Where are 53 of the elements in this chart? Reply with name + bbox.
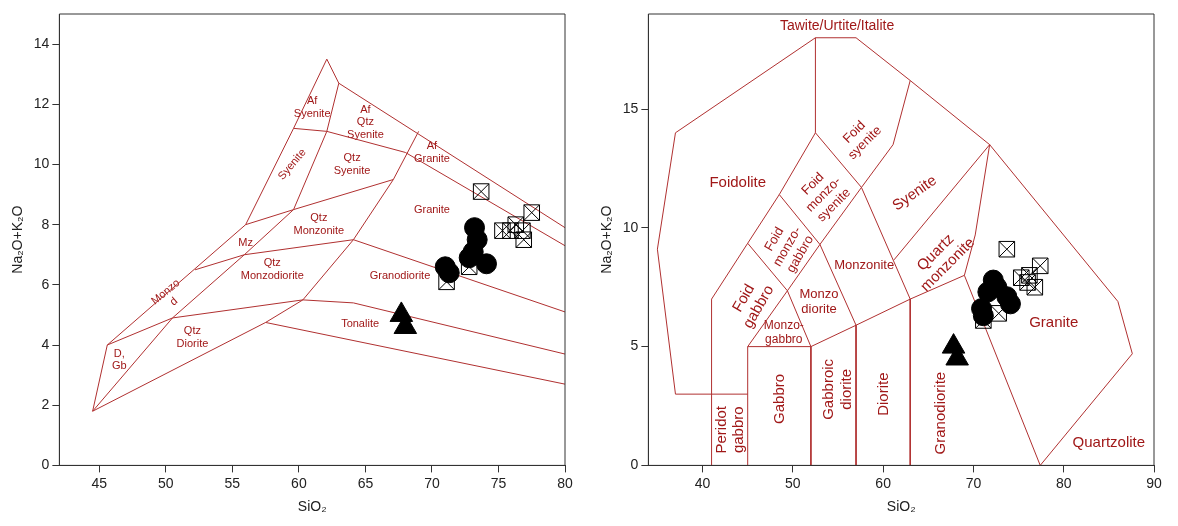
y-tick-label: 0 (41, 456, 50, 473)
annotation: Af Qtz Syenite (347, 102, 384, 141)
annotation: D, Gb (111, 346, 127, 372)
annotation: Mz (238, 235, 253, 248)
x-tick-label: 75 (490, 474, 507, 491)
annotation: Tonalite (341, 316, 380, 329)
annotation: Monzonite (834, 257, 895, 273)
y-tick-label: 10 (33, 155, 50, 172)
annotation: Gabbroic diorite (819, 358, 854, 420)
annotation: Tawite/Urtite/Italite (779, 16, 895, 33)
annotation: Qtz Monzodiorite (240, 256, 304, 282)
y-tick-label: 2 (41, 396, 50, 413)
x-tick-label: 80 (557, 474, 573, 491)
x-tick-label: 60 (875, 474, 892, 491)
x-tick-label: 90 (1146, 474, 1162, 491)
annotation: Qtz Syenite (333, 151, 371, 176)
y-tick-label: 6 (41, 275, 50, 292)
annotation: Af Granite (413, 139, 450, 164)
y-axis-title: Na₂O+K₂O (598, 205, 615, 274)
y-tick-label: 10 (622, 218, 639, 235)
y-tick-label: 12 (33, 95, 50, 112)
annotation: Qtz Diorite (176, 324, 209, 349)
x-tick-label: 45 (91, 474, 108, 491)
annotation: Monzo diorite (799, 285, 839, 316)
y-axis-title: Na₂O+K₂O (9, 205, 26, 274)
x-tick-label: 55 (224, 474, 241, 491)
annotation: Granodiorite (369, 268, 431, 281)
annotation: Af Syenite (293, 94, 331, 119)
annotation: Granite (413, 202, 450, 215)
annotation: Gabbro (770, 373, 788, 424)
y-tick-label: 15 (622, 99, 639, 116)
x-tick-label: 40 (694, 474, 711, 491)
y-tick-label: 0 (630, 456, 639, 473)
annotation: Granite (1029, 312, 1079, 330)
x-tick-label: 50 (785, 474, 801, 491)
x-axis-title: SiO₂ (886, 498, 916, 515)
y-tick-label: 14 (33, 34, 50, 51)
x-tick-label: 70 (424, 474, 440, 491)
annotation: Foidolite (709, 172, 767, 190)
y-tick-label: 8 (41, 215, 50, 232)
y-tick-label: 5 (630, 337, 639, 354)
annotation: Diorite (874, 372, 892, 416)
x-tick-label: 70 (965, 474, 982, 491)
annotation: Qtz Monzonite (293, 211, 345, 237)
annotation: Granodiorite (931, 371, 949, 455)
x-tick-label: 60 (291, 474, 307, 491)
annotation: Quartzolite (1072, 432, 1146, 450)
annotation: Peridot gabbro (712, 405, 747, 454)
x-axis-title: SiO₂ (297, 498, 327, 515)
y-tick-label: 4 (41, 335, 50, 352)
x-tick-label: 65 (357, 474, 374, 491)
x-tick-label: 50 (158, 474, 174, 491)
x-tick-label: 80 (1055, 474, 1072, 491)
